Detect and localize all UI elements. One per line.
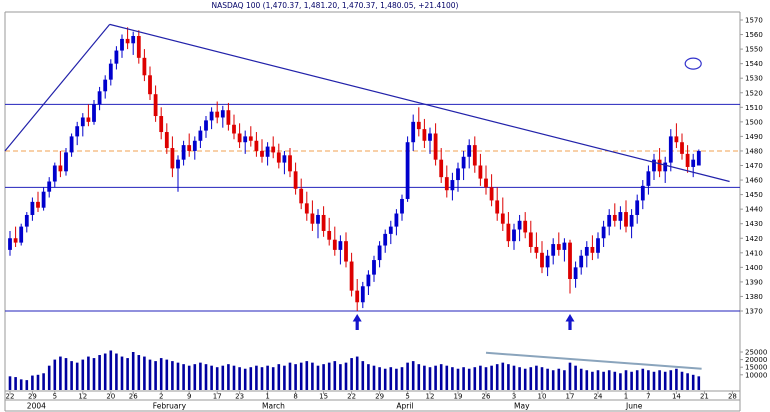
- svg-text:5: 5: [405, 393, 409, 401]
- svg-text:7: 7: [646, 393, 650, 401]
- svg-text:1400: 1400: [745, 264, 763, 272]
- svg-text:1500: 1500: [745, 118, 763, 126]
- svg-text:19: 19: [454, 393, 463, 401]
- svg-text:1560: 1560: [745, 31, 763, 39]
- svg-text:June: June: [625, 402, 643, 411]
- svg-text:1410: 1410: [745, 249, 763, 257]
- date-axis-labels: 22 29 5 12 20 26 2 9 17 23 1 8 15 22 29 5 12 19 26 3 10 17 24 1…: [6, 391, 737, 401]
- svg-text:April: April: [396, 402, 413, 411]
- svg-text:1470: 1470: [745, 162, 763, 170]
- svg-text:25000: 25000: [745, 349, 767, 357]
- svg-text:21: 21: [700, 393, 709, 401]
- svg-text:1450: 1450: [745, 191, 763, 199]
- svg-text:1420: 1420: [745, 235, 763, 243]
- svg-text:1: 1: [624, 393, 628, 401]
- svg-text:1370: 1370: [745, 308, 763, 316]
- svg-text:26: 26: [129, 393, 138, 401]
- svg-text:10000: 10000: [745, 371, 767, 379]
- svg-text:2: 2: [159, 393, 163, 401]
- svg-text:1390: 1390: [745, 278, 763, 286]
- volume-bars: [8, 350, 701, 390]
- svg-text:5: 5: [53, 393, 57, 401]
- svg-text:1510: 1510: [745, 104, 763, 112]
- svg-text:1430: 1430: [745, 220, 763, 228]
- up-arrow-icon: [565, 314, 575, 330]
- svg-text:1550: 1550: [745, 46, 763, 54]
- plot-frame: [4, 11, 741, 412]
- svg-text:12: 12: [78, 393, 87, 401]
- svg-text:15: 15: [319, 393, 328, 401]
- svg-text:20: 20: [106, 393, 115, 401]
- svg-text:1530: 1530: [745, 75, 763, 83]
- svg-text:1440: 1440: [745, 206, 763, 214]
- svg-text:2004: 2004: [27, 402, 46, 411]
- svg-text:1480: 1480: [745, 147, 763, 155]
- up-arrow-annotations[interactable]: [352, 314, 575, 330]
- svg-text:15000: 15000: [745, 364, 767, 372]
- svg-text:14: 14: [672, 393, 681, 401]
- svg-text:22: 22: [6, 393, 15, 401]
- svg-text:10: 10: [538, 393, 547, 401]
- svg-text:1: 1: [265, 393, 269, 401]
- price-axis-labels: 1570 1560 1550 1540 1530 1520 1510 1500 1490 1480…: [740, 17, 763, 316]
- svg-text:8: 8: [293, 393, 297, 401]
- svg-text:22: 22: [347, 393, 356, 401]
- candlesticks: [8, 27, 701, 311]
- volume-trendline[interactable]: [485, 351, 702, 370]
- price-trendlines[interactable]: [4, 23, 730, 183]
- svg-text:3: 3: [512, 393, 516, 401]
- svg-text:1570: 1570: [745, 17, 763, 25]
- svg-text:1520: 1520: [745, 89, 763, 97]
- svg-text:1540: 1540: [745, 60, 763, 68]
- svg-text:28: 28: [728, 393, 737, 401]
- svg-text:17: 17: [213, 393, 222, 401]
- chart-title: NASDAQ 100 (1,470.37, 1,481.20, 1,470.37…: [211, 1, 459, 10]
- svg-text:1380: 1380: [745, 293, 763, 301]
- ellipse-annotation[interactable]: [684, 57, 702, 70]
- svg-text:February: February: [153, 402, 187, 411]
- svg-text:23: 23: [235, 393, 244, 401]
- svg-text:26: 26: [482, 393, 491, 401]
- month-labels: 2004 February March April May June: [27, 402, 643, 411]
- up-arrow-icon: [352, 314, 362, 330]
- svg-text:29: 29: [28, 393, 37, 401]
- svg-text:29: 29: [375, 393, 384, 401]
- svg-text:1490: 1490: [745, 133, 763, 141]
- svg-text:1460: 1460: [745, 177, 763, 185]
- svg-text:9: 9: [187, 393, 191, 401]
- support-resistance-lines[interactable]: [5, 103, 740, 312]
- svg-text:24: 24: [594, 393, 603, 401]
- svg-text:May: May: [514, 402, 530, 411]
- svg-text:17: 17: [566, 393, 575, 401]
- svg-text:12: 12: [426, 393, 435, 401]
- svg-text:20000: 20000: [745, 356, 767, 364]
- svg-text:March: March: [262, 402, 285, 411]
